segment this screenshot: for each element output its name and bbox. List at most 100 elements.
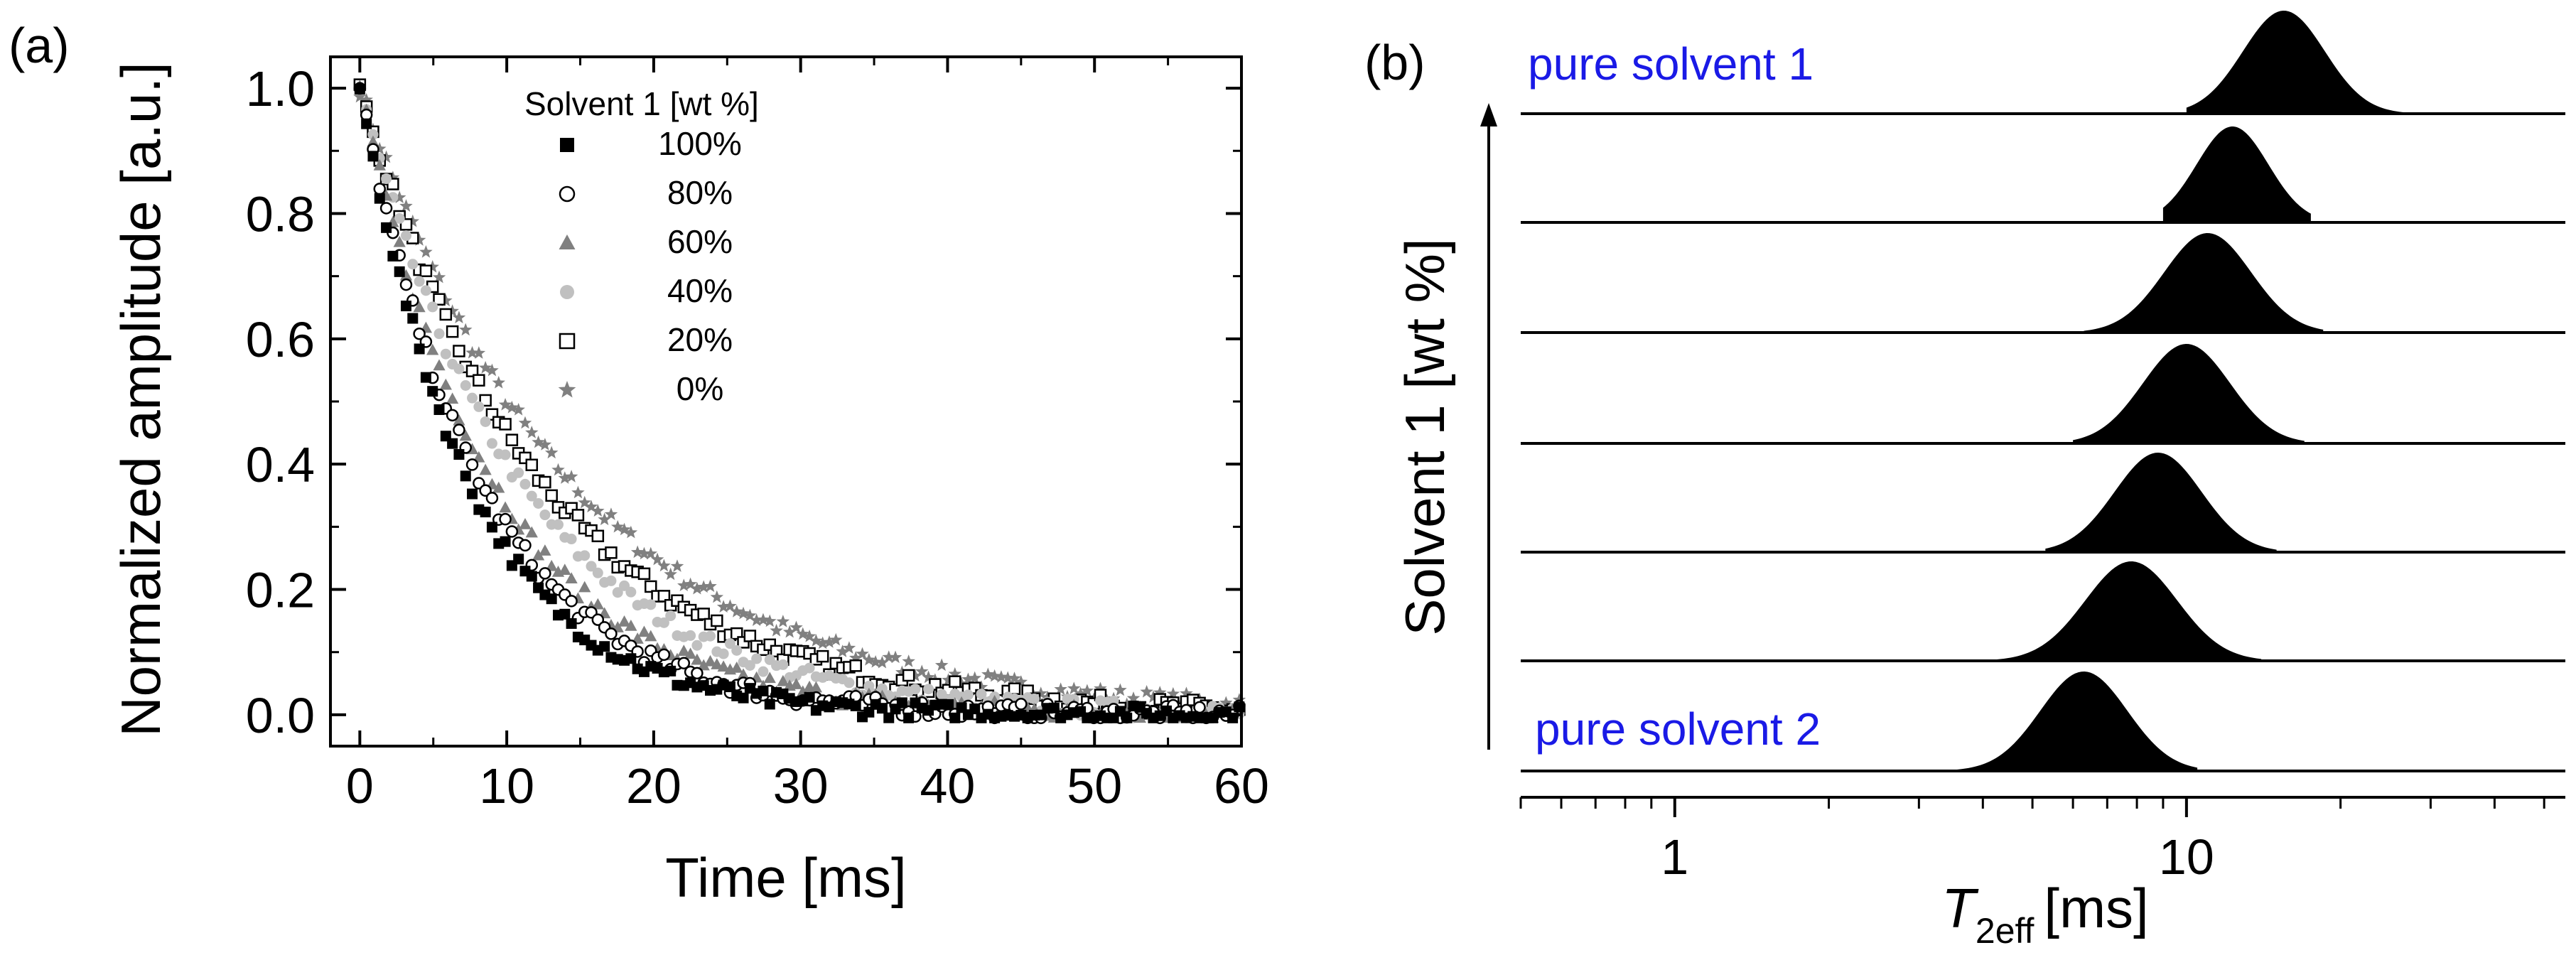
data-point [658, 617, 669, 628]
legend-label: 0% [677, 370, 723, 407]
data-point [453, 449, 465, 460]
data-point [883, 712, 895, 723]
data-point [367, 135, 379, 147]
data-point [888, 650, 902, 664]
data-point [637, 567, 651, 581]
distribution-peak [2045, 453, 2277, 552]
data-point [645, 580, 657, 593]
x-tick-label-b: 1 [1661, 829, 1688, 885]
data-point [591, 529, 605, 543]
data-point [526, 490, 537, 502]
decay-chart: 0 10 20 30 40 50 60 0.0 0.2 0.4 0.6 0.8 1.0 Time [ms… [109, 55, 1269, 909]
data-point [829, 632, 843, 646]
data-point [737, 668, 750, 680]
data-point [625, 619, 637, 631]
distribution-peak [2162, 126, 2311, 222]
data-point [691, 653, 704, 665]
data-point [467, 392, 478, 404]
data-point [426, 343, 439, 355]
data-point [374, 193, 385, 204]
data-point [1001, 671, 1015, 684]
data-point [387, 250, 399, 261]
data-point [1074, 686, 1087, 700]
data-point [948, 667, 962, 680]
data-point [882, 650, 896, 663]
data-point [559, 563, 571, 576]
data-point [758, 666, 769, 677]
data-point [379, 202, 393, 215]
data-point [1232, 693, 1246, 706]
data-point [479, 394, 492, 407]
data-point [420, 372, 431, 383]
data-point [472, 346, 486, 359]
data-point [1140, 685, 1153, 698]
data-point [777, 659, 789, 670]
data-point [711, 614, 723, 627]
data-point [844, 677, 855, 689]
distribution-peak [1983, 561, 2262, 661]
x-tick-label-a: 30 [773, 758, 829, 814]
x-tick-label-b: 10 [2159, 829, 2214, 885]
axis-ticks-a: 0 10 20 30 40 50 60 0.0 0.2 0.4 0.6 0.8 1.0 [246, 57, 1269, 814]
data-point [544, 446, 559, 459]
data-point [559, 608, 571, 620]
data-point [764, 699, 775, 710]
data-point [677, 578, 691, 592]
data-point [1219, 696, 1233, 709]
data-point [630, 545, 645, 559]
data-point [558, 471, 572, 484]
data-point [691, 640, 703, 651]
data-point [458, 323, 473, 336]
data-point [981, 667, 995, 681]
data-point [942, 673, 955, 686]
data-point [446, 304, 459, 317]
data-point [584, 500, 598, 513]
data-point [433, 404, 445, 415]
data-point [373, 183, 387, 195]
y-axis-title-a: Normalized amplitude [a.u.] [109, 62, 172, 736]
data-point [525, 526, 538, 538]
data-point [1015, 698, 1028, 711]
data-point [505, 525, 519, 538]
data-point [379, 150, 393, 163]
data-point [565, 595, 578, 608]
data-point [1028, 693, 1040, 704]
data-point [610, 519, 625, 533]
distribution-0% [1521, 672, 2565, 772]
data-point [863, 680, 875, 691]
data-point [842, 641, 856, 654]
data-point [513, 554, 524, 565]
data-point [407, 313, 419, 324]
y-tick-label-a: 0.4 [246, 437, 315, 492]
data-point [736, 606, 750, 620]
data-point [419, 245, 433, 258]
data-point [910, 684, 921, 695]
data-point [571, 509, 585, 522]
data-point [479, 484, 492, 497]
data-point [875, 655, 889, 669]
data-point [730, 605, 744, 617]
legend-marker-20% [559, 333, 576, 350]
legend-marker-60% [559, 234, 576, 249]
data-point [902, 654, 915, 667]
data-point [862, 653, 876, 666]
x-axis-title-b-sub: 2eff [1976, 911, 2035, 951]
data-point [446, 409, 459, 422]
data-point [533, 497, 544, 509]
data-point [677, 657, 691, 669]
data-point [605, 627, 618, 640]
data-point [439, 293, 453, 307]
data-point [988, 669, 1001, 682]
data-point [381, 173, 392, 185]
data-point [399, 278, 413, 291]
distribution-series-group [1521, 11, 2565, 772]
data-point [446, 325, 459, 338]
data-point [902, 669, 915, 682]
plot-frame-a [329, 55, 1243, 748]
data-point [802, 629, 817, 642]
data-point [962, 689, 974, 701]
data-point [665, 665, 677, 676]
data-point [446, 392, 459, 404]
data-point [532, 435, 545, 448]
y-tick-label-a: 0.8 [246, 186, 315, 242]
